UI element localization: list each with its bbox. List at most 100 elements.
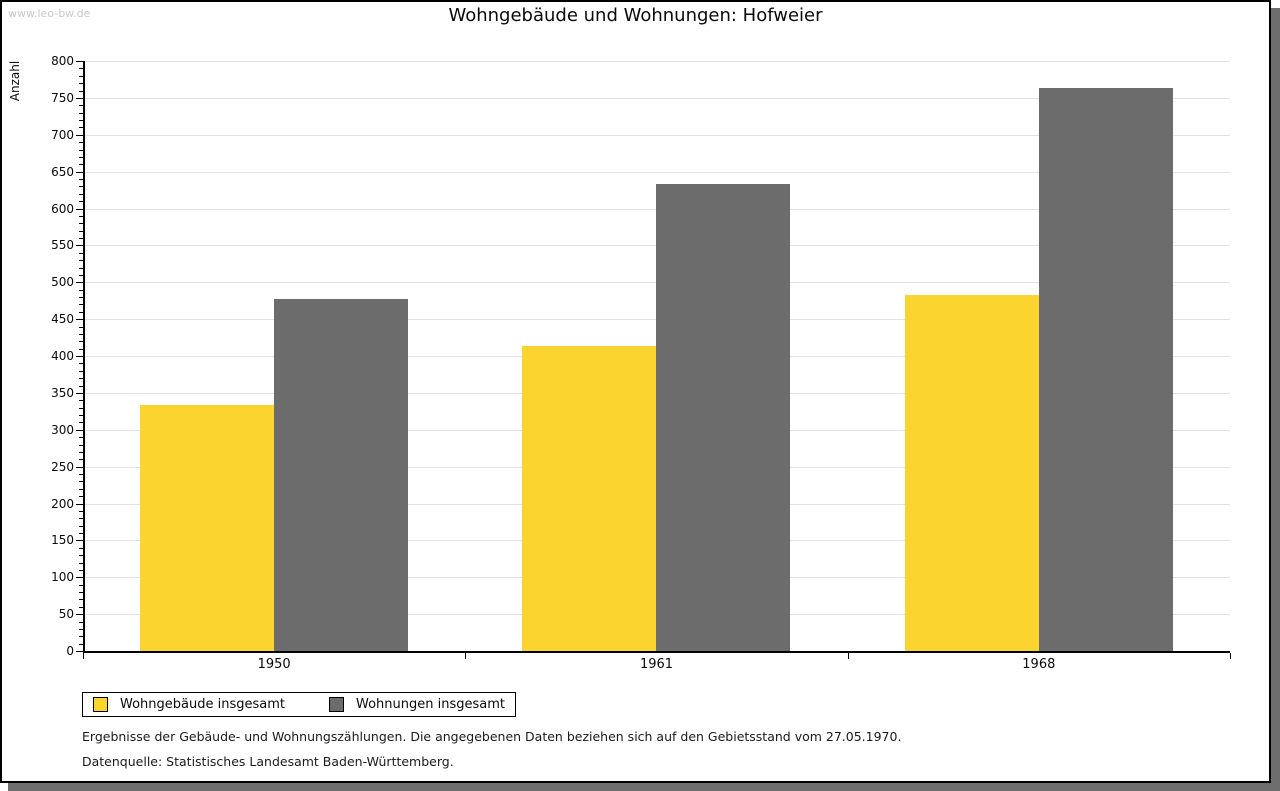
y-tick-label: 50 xyxy=(58,607,74,622)
y-axis-tick xyxy=(76,134,83,136)
y-axis-minor-tick xyxy=(79,569,83,571)
y-axis-minor-tick xyxy=(79,127,83,129)
y-axis-minor-tick xyxy=(79,444,83,446)
y-tick-label: 350 xyxy=(51,385,74,400)
y-axis-minor-tick xyxy=(79,274,83,276)
y-axis-minor-tick xyxy=(79,341,83,343)
y-axis-minor-tick xyxy=(79,636,83,638)
y-axis-minor-tick xyxy=(79,75,83,77)
plot-area: 0 50 100 150 200 250 300 350 400 450 500 550 600 650 7… xyxy=(2,2,1269,781)
bar-wohngebaeude-1961 xyxy=(522,345,657,651)
y-axis-minor-tick xyxy=(79,437,83,439)
y-axis-minor-tick xyxy=(79,621,83,623)
gridline xyxy=(83,134,1230,136)
legend: Wohngebäude insgesamt Wohnungen insgesam… xyxy=(82,692,516,717)
gridline xyxy=(83,61,1230,62)
y-axis-minor-tick xyxy=(79,378,83,380)
y-tick-label: 800 xyxy=(51,54,74,68)
y-axis-tick xyxy=(76,429,83,431)
y-axis-minor-tick xyxy=(79,525,83,527)
y-tick-label: 500 xyxy=(51,275,74,290)
y-axis-minor-tick xyxy=(79,164,83,166)
y-axis-minor-tick xyxy=(79,186,83,188)
y-axis-minor-tick xyxy=(79,142,83,144)
y-axis-tick xyxy=(76,540,83,542)
y-axis-minor-tick xyxy=(79,518,83,520)
y-axis-minor-tick xyxy=(79,260,83,262)
y-axis-minor-tick xyxy=(79,599,83,601)
y-axis-tick xyxy=(76,171,83,173)
bar-wohnungen-1950 xyxy=(274,299,408,651)
chart-title: Wohngebäude und Wohnungen: Hofweier xyxy=(448,5,823,26)
x-axis-line xyxy=(83,651,1230,653)
legend-swatch-wohnungen xyxy=(329,697,344,712)
y-tick-label: 600 xyxy=(51,201,74,216)
y-axis-minor-tick xyxy=(79,562,83,564)
x-axis-tick xyxy=(847,653,849,659)
x-axis-tick xyxy=(465,653,467,659)
y-axis-minor-tick xyxy=(79,533,83,534)
y-axis-tick xyxy=(76,651,83,652)
x-tick-label: 1961 xyxy=(639,657,674,672)
y-axis-tick xyxy=(76,392,83,394)
y-axis-minor-tick xyxy=(79,488,83,490)
y-axis-minor-tick xyxy=(79,606,83,608)
y-tick-label: 400 xyxy=(51,349,74,363)
y-axis-tick xyxy=(76,245,83,247)
y-axis-minor-tick xyxy=(79,149,83,151)
y-axis-minor-tick xyxy=(79,459,83,461)
watermark: www.leo-bw.de xyxy=(8,7,91,20)
legend-label-wohnungen: Wohnungen insgesamt xyxy=(356,697,505,712)
legend-swatch-wohngebaeude xyxy=(93,697,108,712)
bar-wohnungen-1961 xyxy=(656,184,791,651)
y-axis-minor-tick xyxy=(79,400,83,402)
y-tick-label: 0 xyxy=(66,644,74,658)
bar-wohngebaeude-1968 xyxy=(904,294,1039,651)
y-axis-tick xyxy=(76,282,83,284)
y-axis-minor-tick xyxy=(79,179,83,180)
y-tick-label: 750 xyxy=(51,90,74,105)
y-axis-minor-tick xyxy=(79,474,83,475)
y-axis-minor-tick xyxy=(79,510,83,512)
y-axis-minor-tick xyxy=(79,363,83,365)
y-tick-label: 300 xyxy=(51,422,74,437)
y-axis-minor-tick xyxy=(79,105,83,107)
legend-item-wohngebaeude: Wohngebäude insgesamt xyxy=(93,697,285,712)
legend-item-wohnungen: Wohnungen insgesamt xyxy=(329,697,505,712)
footnote-data-source: Datenquelle: Statistisches Landesamt Bad… xyxy=(82,754,454,769)
x-axis-tick xyxy=(83,653,84,659)
y-axis-tick xyxy=(76,319,83,321)
y-axis-minor-tick xyxy=(79,215,83,217)
y-axis-tick xyxy=(76,61,83,62)
y-axis-minor-tick xyxy=(79,238,83,239)
bar-wohngebaeude-1950 xyxy=(140,405,274,651)
y-axis-minor-tick xyxy=(79,422,83,424)
y-axis-tick xyxy=(76,503,83,505)
y-axis-minor-tick xyxy=(79,304,83,306)
y-axis-minor-tick xyxy=(79,481,83,483)
x-tick-label: 1968 xyxy=(1022,657,1056,672)
y-axis-tick xyxy=(76,466,83,468)
y-axis-minor-tick xyxy=(79,592,83,593)
x-axis-tick xyxy=(1230,653,1231,659)
y-axis-minor-tick xyxy=(79,201,83,203)
y-tick-label: 250 xyxy=(51,459,74,474)
y-tick-label: 700 xyxy=(51,127,74,142)
y-axis-tick xyxy=(76,577,83,579)
y-axis-minor-tick xyxy=(79,643,83,645)
y-axis-minor-tick xyxy=(79,333,83,335)
y-axis-minor-tick xyxy=(79,311,83,313)
y-axis-minor-tick xyxy=(79,555,83,557)
y-axis-minor-tick xyxy=(79,289,83,291)
y-tick-label: 150 xyxy=(51,533,74,548)
gridline xyxy=(83,171,1230,173)
y-tick-label: 200 xyxy=(51,496,74,511)
y-axis-tick xyxy=(76,356,83,357)
y-axis-minor-tick xyxy=(79,156,83,158)
y-axis-minor-tick xyxy=(79,90,83,92)
y-axis-minor-tick xyxy=(79,628,83,630)
y-axis-minor-tick xyxy=(79,252,83,254)
y-tick-label: 100 xyxy=(51,570,74,585)
y-axis-minor-tick xyxy=(79,407,83,409)
